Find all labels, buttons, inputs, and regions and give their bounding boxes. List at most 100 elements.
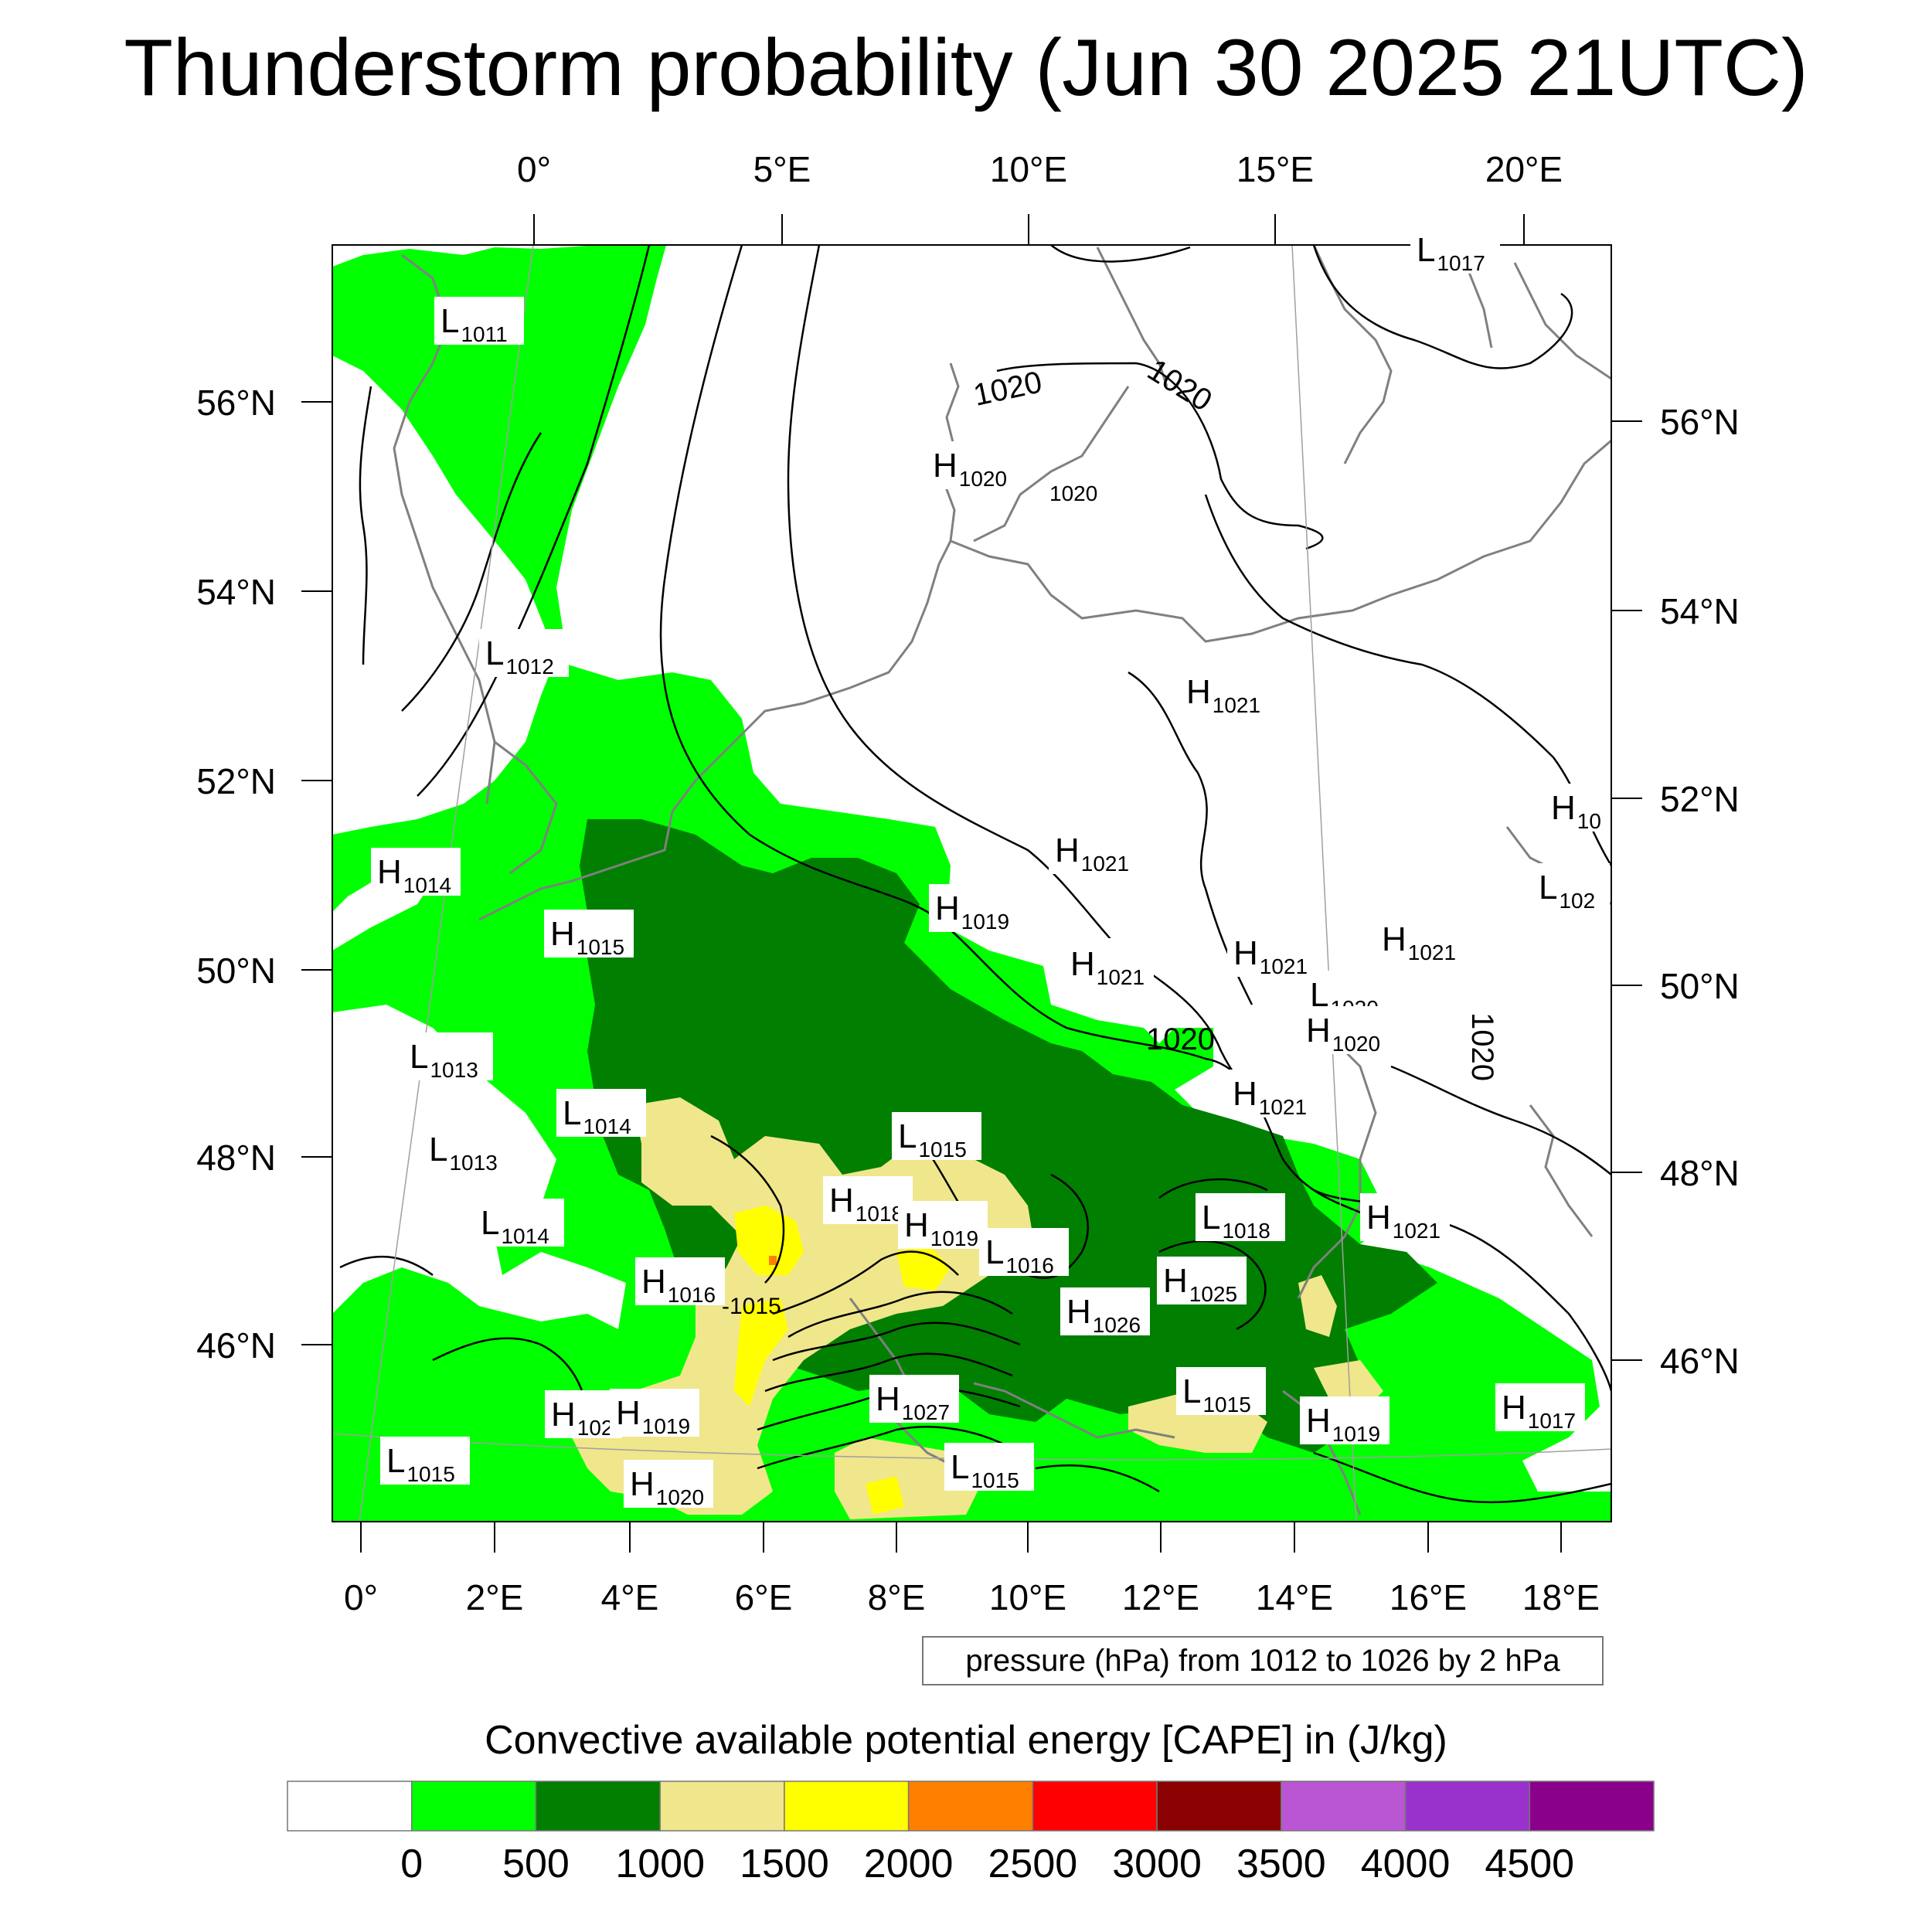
pressure-label-background xyxy=(610,1389,699,1437)
high-pressure-label: H1019 xyxy=(929,884,1019,934)
pressure-center-value: 1025 xyxy=(1189,1282,1237,1306)
pressure-center-letter: L1012 xyxy=(485,634,554,679)
bottom-tick-label: 8°E xyxy=(868,1577,926,1617)
pressure-label-background xyxy=(479,629,569,677)
pressure-label-background xyxy=(1157,1257,1247,1304)
pressure-label-background xyxy=(1060,1287,1150,1335)
colorbar-swatch xyxy=(784,1781,910,1832)
pressure-center-value: 1021 xyxy=(1260,954,1308,978)
top-axis-labels: 0° 5°E 10°E 15°E 20°E xyxy=(517,149,1563,189)
high-pressure-label: H1021 xyxy=(1227,929,1317,978)
pressure-label-background xyxy=(1410,226,1500,274)
pressure-center-value: 1021 xyxy=(1408,940,1456,964)
pressure-center-value: 1011 xyxy=(461,322,507,346)
bottom-tick-label: 2°E xyxy=(466,1577,524,1617)
pressure-center-value: 1020 xyxy=(1332,1032,1380,1056)
pressure-label-background xyxy=(979,1228,1069,1276)
pressure-center-value: 1018 xyxy=(855,1202,903,1226)
left-tick-label: 56°N xyxy=(196,383,276,423)
colorbar-tick-label: 1500 xyxy=(740,1842,829,1886)
bottom-tick-label: 18°E xyxy=(1522,1577,1600,1617)
pressure-label-background xyxy=(544,910,634,957)
pressure-label-background xyxy=(1064,940,1154,988)
cape-colorbar: 0 500 1000 1500 2000 2500 3000 3500 4000 4500 xyxy=(287,1781,1655,1886)
pressure-label-background xyxy=(1495,1383,1585,1431)
pressure-center-value: 1016 xyxy=(1005,1253,1053,1277)
pressure-center-value: 1014 xyxy=(501,1224,549,1248)
low-pressure-label: L1014 xyxy=(556,1089,646,1138)
low-pressure-label: L1015 xyxy=(892,1112,981,1162)
pressure-center-value: 10 xyxy=(1577,809,1601,833)
pressure-label-background xyxy=(1376,915,1465,963)
pressure-label-background xyxy=(403,1032,493,1080)
isobar-label: 1020 xyxy=(1465,1012,1499,1081)
pressure-center-value: 1015 xyxy=(971,1468,1019,1492)
cape-field-1000-1500-adriatic xyxy=(1314,1360,1383,1406)
pressure-center-value: 1012 xyxy=(505,655,553,679)
pressure-center-value: 1020 xyxy=(656,1485,704,1509)
colorbar-swatch xyxy=(1404,1781,1531,1832)
high-pressure-label: H1021 xyxy=(1376,915,1465,964)
pressure-label-background xyxy=(944,1443,1034,1491)
pressure-center-value: 1021 xyxy=(1259,1095,1307,1119)
top-tick-label: 0° xyxy=(517,149,551,189)
cape-field-1500-2000-c xyxy=(734,1298,788,1406)
high-pressure-label: H1025 xyxy=(1157,1257,1247,1306)
pressure-label-background xyxy=(380,1437,470,1485)
low-pressure-label: L1015 xyxy=(944,1443,1034,1492)
pressure-center-value: 1016 xyxy=(668,1283,716,1307)
pressure-center-value: 1027 xyxy=(902,1400,950,1424)
pressure-label-background xyxy=(1545,784,1610,832)
pressure-label-background xyxy=(1176,1367,1266,1415)
pressure-label-background xyxy=(474,1199,564,1247)
low-pressure-label: L102 xyxy=(1532,863,1610,913)
pressure-center-value: 1015 xyxy=(1202,1393,1250,1417)
top-tick-label: 20°E xyxy=(1485,149,1563,189)
left-tick-label: 50°N xyxy=(196,951,276,991)
pressure-center-value: 1014 xyxy=(403,873,451,897)
right-tick-label: 52°N xyxy=(1660,779,1740,819)
low-pressure-label: L1014 xyxy=(474,1199,564,1248)
pressure-center-value: 1013 xyxy=(449,1151,497,1175)
isobar-label: -1015 xyxy=(722,1294,781,1319)
bottom-tick-label: 14°E xyxy=(1256,1577,1333,1617)
top-tick-label: 15°E xyxy=(1236,149,1314,189)
colorbar-tick-label: 2000 xyxy=(864,1842,954,1886)
high-pressure-label: H1021 xyxy=(1049,826,1138,876)
pressure-center-value: 1026 xyxy=(1093,1313,1141,1337)
pressure-center-labels: L1011 L1012 H1014 H1015 L1013 L1014 L1013 L1014… xyxy=(371,226,1610,1509)
left-tick-label: 52°N xyxy=(196,761,276,801)
pressure-center-value: 1020 xyxy=(959,467,1007,491)
colorbar-tick-label: 3500 xyxy=(1236,1842,1326,1886)
pressure-center-value: 1015 xyxy=(918,1138,966,1162)
pressure-label-background xyxy=(1196,1193,1285,1241)
high-pressure-label: H1017 xyxy=(1495,1383,1585,1433)
high-pressure-label: H1026 xyxy=(1060,1287,1150,1337)
colorbar-swatch xyxy=(410,1781,537,1832)
high-pressure-label: H1016 xyxy=(635,1257,725,1307)
colorbar-swatch xyxy=(535,1781,661,1832)
pressure-center-value: 1019 xyxy=(642,1414,690,1438)
pressure-label-background xyxy=(1360,1193,1450,1241)
pressure-center-value: 1021 xyxy=(1097,965,1145,989)
bottom-tick-label: 0° xyxy=(344,1577,378,1617)
left-tick-label: 46°N xyxy=(196,1325,276,1366)
high-pressure-label: H1020 xyxy=(927,441,1016,491)
cape-field-1500-2000-b xyxy=(896,1244,951,1291)
low-pressure-label: L1018 xyxy=(1196,1193,1285,1243)
colorbar-tick-label: 1000 xyxy=(615,1842,705,1886)
pressure-center-value: 1021 xyxy=(1081,852,1129,876)
pressure-label-background xyxy=(434,297,524,345)
pressure-contour-note: pressure (hPa) from 1012 to 1026 by 2 hP… xyxy=(922,1636,1604,1685)
pressure-label-background xyxy=(635,1257,725,1305)
colorbar-tick-label: 0 xyxy=(400,1842,423,1886)
pressure-center-letter: H1019 xyxy=(1306,1402,1380,1446)
high-pressure-label: H1021 xyxy=(1064,940,1154,989)
bottom-tick-label: 10°E xyxy=(989,1577,1066,1617)
right-tick-label: 50°N xyxy=(1660,966,1740,1006)
bottom-tick-label: 12°E xyxy=(1122,1577,1199,1617)
pressure-label-background xyxy=(423,1125,512,1173)
pressure-label-background xyxy=(929,884,1019,932)
pressure-label-background xyxy=(1300,1396,1389,1444)
